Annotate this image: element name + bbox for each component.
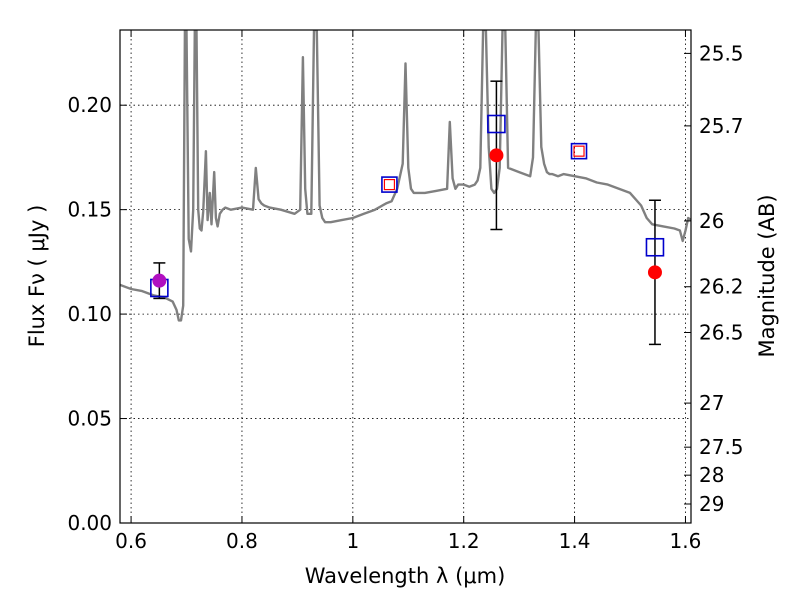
- markers: [150, 80, 665, 346]
- y-tick-label: 0.00: [67, 511, 112, 535]
- y-tick-label: 0.05: [67, 407, 112, 431]
- model-photometry-square: [381, 176, 398, 193]
- mag-tick-label: 27: [699, 391, 724, 415]
- observed-point-marker: [152, 273, 167, 288]
- observed-point-marker: [383, 178, 396, 191]
- x-tick-label: 0.6: [115, 529, 147, 553]
- observed-point-marker: [573, 145, 585, 157]
- grid: [120, 30, 691, 524]
- x-tick-label: 1.4: [559, 529, 591, 553]
- model-photometry-square: [487, 114, 506, 134]
- y-tick-label: 0.20: [67, 93, 112, 117]
- mag-tick-label: 29: [699, 492, 724, 516]
- observed-point-marker: [489, 148, 504, 163]
- mag-tick-label: 25.7: [699, 114, 744, 138]
- mag-tick-label: 26: [699, 209, 724, 233]
- mag-tick-label: 26.5: [699, 320, 744, 344]
- x-tick-label: 1: [346, 529, 359, 553]
- model-photometry-square: [645, 237, 665, 257]
- y-axis-right-label: Magnitude (AB): [755, 194, 779, 357]
- y-axis-label: Flux Fν ( μJy ): [25, 205, 49, 348]
- model-photometry-square: [570, 142, 588, 160]
- ticks: 0.6 0.8 1 1.2 1.4 1.6 0.00 0.05 0.10 0.15 0.20 25.5…: [67, 30, 744, 553]
- mag-tick-label: 27.5: [699, 435, 744, 459]
- plot-frame: [119, 29, 692, 524]
- mag-tick-label: 25.5: [699, 41, 744, 65]
- x-tick-label: 0.8: [226, 529, 258, 553]
- x-tick-label: 1.6: [670, 529, 702, 553]
- mag-tick-label: 26.2: [699, 275, 744, 299]
- y-tick-label: 0.15: [67, 198, 112, 222]
- y-tick-label: 0.10: [67, 302, 112, 326]
- mag-tick-label: 28: [699, 463, 724, 487]
- sed-model-line: [120, 30, 691, 322]
- observed-point-marker: [647, 265, 662, 280]
- plot-area: [120, 30, 691, 322]
- x-axis-label: Wavelength λ (μm): [305, 564, 506, 588]
- x-tick-label: 1.2: [448, 529, 480, 553]
